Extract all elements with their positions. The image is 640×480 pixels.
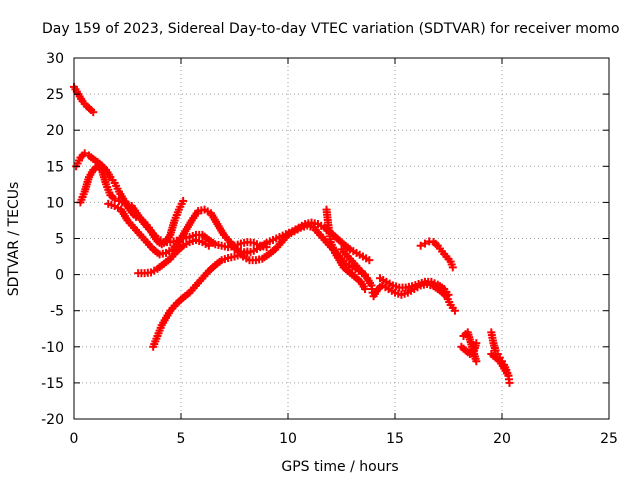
y-tick-label: 5 bbox=[55, 232, 64, 248]
x-tick-label: 15 bbox=[386, 431, 404, 447]
chart-title: Day 159 of 2023, Sidereal Day-to-day VTE… bbox=[42, 21, 620, 37]
series-arc1 bbox=[70, 82, 98, 117]
x-tick-label: 20 bbox=[493, 431, 511, 447]
y-tick-label: -5 bbox=[50, 304, 64, 320]
x-axis-label: GPS time / hours bbox=[281, 459, 398, 475]
series-arc7 bbox=[230, 218, 374, 265]
y-axis-label: SDTVAR / TECUs bbox=[6, 182, 22, 297]
series-arc5 bbox=[134, 235, 213, 278]
y-tick-label: -15 bbox=[41, 376, 64, 392]
y-tick-label: 20 bbox=[46, 123, 64, 139]
y-tick-label: -20 bbox=[41, 412, 64, 428]
x-tick-label: 10 bbox=[279, 431, 297, 447]
series-arc8 bbox=[322, 205, 370, 294]
axis-ticks: 0 5 10 15 20 25 -20 -15 -10 -5 0 5 10 15 20 25 30 bbox=[41, 51, 618, 447]
series-arc16 bbox=[487, 350, 513, 380]
series-arc3 bbox=[76, 162, 271, 252]
y-tick-label: 10 bbox=[46, 195, 64, 211]
series-arc11 bbox=[376, 274, 453, 299]
x-tick-label: 5 bbox=[177, 431, 186, 447]
y-tick-label: 15 bbox=[46, 159, 64, 175]
x-tick-label: 25 bbox=[600, 431, 618, 447]
y-tick-label: 25 bbox=[46, 87, 64, 103]
y-tick-label: -10 bbox=[41, 340, 64, 356]
series-arc12 bbox=[416, 237, 457, 272]
series-arc14 bbox=[457, 339, 481, 359]
y-tick-label: 30 bbox=[46, 51, 64, 67]
y-tick-label: 0 bbox=[55, 268, 64, 284]
x-tick-label: 0 bbox=[70, 431, 79, 447]
series-arc2 bbox=[72, 149, 188, 249]
data-marks bbox=[70, 82, 514, 387]
